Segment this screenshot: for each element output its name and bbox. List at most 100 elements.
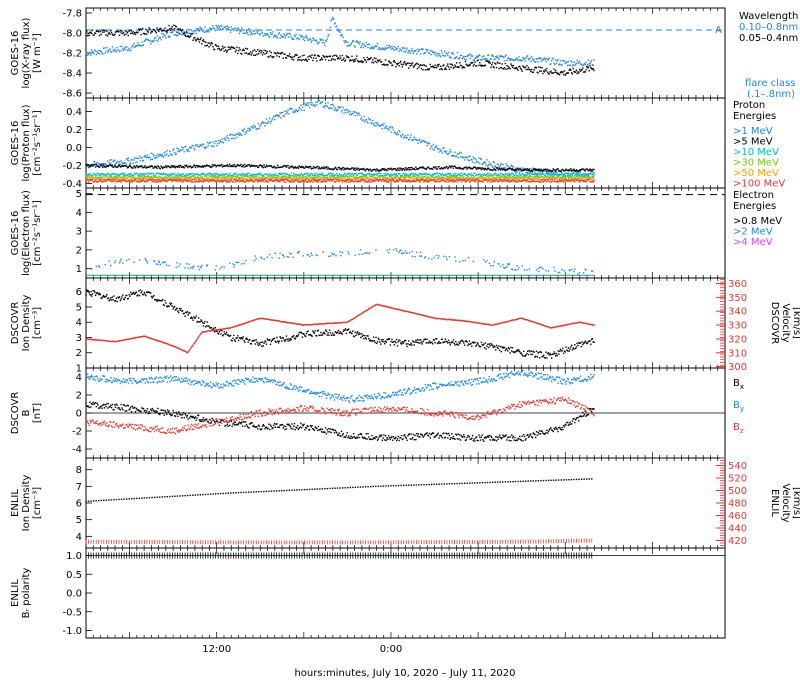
data-point [475,168,478,170]
data-point [146,166,149,169]
data-point [440,150,443,152]
data-point [154,174,157,176]
data-point [180,178,182,181]
data-point [343,57,345,59]
data-point [122,176,124,179]
data-point [431,176,433,178]
data-point [181,179,183,181]
data-point [344,178,347,181]
y-axis-label: GOES-16 [10,31,21,76]
data-point [417,178,419,180]
data-point [288,176,291,178]
data-point [341,175,344,177]
data-point [184,146,186,148]
data-point [569,64,571,67]
data-point [149,173,152,175]
data-point [209,42,211,45]
data-point [126,180,128,183]
data-point [437,65,439,67]
data-point [293,109,296,112]
data-point [372,46,374,48]
data-point [265,177,268,180]
data-point [483,58,486,60]
data-point [377,179,380,182]
data-point [367,122,369,124]
data-point [558,170,560,172]
data-point [261,165,264,167]
data-point [185,173,188,175]
data-point [98,176,101,178]
data-point [547,177,550,179]
data-point [455,172,457,175]
data-point [233,163,236,166]
data-point [405,176,407,179]
data-point [137,181,139,183]
data-point [528,177,531,179]
data-point [433,166,435,169]
data-point [368,118,371,121]
data-point [261,29,263,32]
data-point [94,161,96,163]
data-point [197,165,200,167]
data-point [507,178,510,181]
data-point [318,173,320,176]
data-point [487,54,489,57]
data-point [488,60,491,63]
data-point [496,174,499,177]
data-point [271,56,273,58]
data-point [227,27,229,30]
data-point [391,176,393,179]
data-point [542,178,545,180]
data-point [172,149,174,151]
data-point [422,173,424,176]
data-point [107,173,110,175]
data-point [126,31,128,33]
data-point [130,159,133,161]
data-point [304,58,307,60]
data-point [460,152,463,154]
data-point [451,52,454,54]
data-point [291,175,293,177]
data-point [314,177,316,180]
data-point [420,175,423,177]
data-point [552,177,554,179]
data-point [219,164,221,167]
data-point [278,55,280,58]
y-tick-label: -8.4 [62,69,82,80]
data-point [173,166,175,168]
data-point [542,170,544,172]
data-point [213,48,216,51]
data-point [426,177,428,179]
data-point [293,34,296,37]
data-point [481,174,483,176]
data-point [582,176,585,178]
data-point [160,154,162,157]
data-point [477,59,479,61]
data-point [138,175,141,178]
data-point [241,53,243,55]
data-point [515,174,518,176]
data-point [307,39,309,41]
data-point [280,166,283,168]
data-point [592,64,594,66]
data-point [451,176,453,179]
data-point [148,178,150,181]
data-point [425,168,427,171]
data-point [367,177,369,180]
data-point [447,153,449,155]
data-point [312,178,315,180]
data-point [463,167,465,169]
data-point [418,66,420,68]
data-point [276,37,278,39]
data-point [324,177,327,179]
data-point [186,35,189,38]
data-point [499,62,501,65]
data-point [592,176,594,179]
data-point [260,174,262,176]
data-point [437,166,439,168]
data-point [557,177,559,179]
data-point [336,172,338,175]
data-point [515,176,518,178]
data-point [426,178,428,181]
data-point [415,49,417,52]
